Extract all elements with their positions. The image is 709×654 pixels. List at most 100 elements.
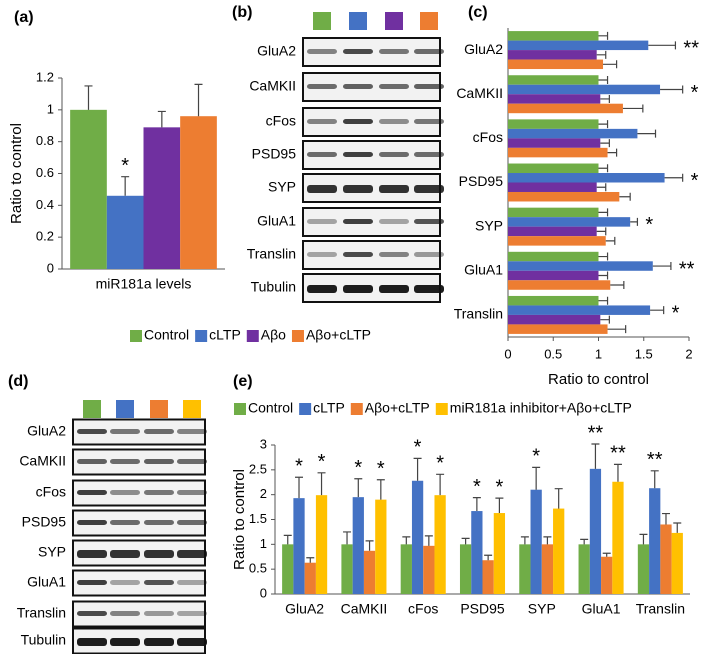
x-tick-label: Translin	[636, 601, 685, 617]
blot-band	[110, 490, 140, 495]
blot-band	[379, 49, 409, 54]
blot-label: Translin	[247, 246, 296, 262]
blot-label: Tubulin	[251, 279, 296, 295]
blot-band	[414, 84, 444, 89]
blot-label: CaMKII	[19, 453, 66, 469]
legend-label: Aβo+cLTP	[365, 400, 430, 416]
x-tick-label: 2	[685, 346, 692, 361]
significance-marker: **	[647, 449, 663, 471]
blot-band	[414, 119, 444, 124]
bar	[508, 119, 599, 129]
significance-marker: **	[683, 38, 699, 60]
blot-band	[379, 219, 409, 224]
error-bar	[596, 50, 607, 59]
y-tick-label: 1	[260, 536, 267, 551]
blot-band	[343, 119, 373, 124]
bar	[508, 138, 601, 148]
bar	[649, 488, 661, 594]
panel-label: (e)	[233, 373, 253, 390]
blot-band	[343, 219, 373, 224]
bar	[508, 147, 608, 158]
error-bar	[600, 315, 610, 324]
bar	[671, 532, 683, 594]
bar	[493, 513, 506, 594]
error-bar	[343, 531, 352, 545]
bar	[459, 544, 472, 594]
legend-swatch	[299, 403, 312, 415]
blot-label: PSD95	[252, 146, 297, 162]
error-bar	[598, 271, 609, 280]
error-bar	[650, 306, 665, 315]
bar	[578, 544, 590, 594]
error-bar	[622, 104, 644, 113]
blot-label: GluA2	[257, 43, 296, 59]
blot-label: Translin	[17, 605, 66, 621]
error-bar	[598, 75, 609, 84]
error-bar	[664, 173, 684, 182]
blot-band	[144, 459, 174, 464]
bar	[482, 560, 494, 594]
blot-label: Tubulin	[21, 632, 66, 648]
x-tick-label: cFos	[408, 601, 438, 617]
blot-label: GluA1	[27, 574, 66, 590]
error-bar	[602, 552, 611, 557]
bar	[352, 497, 364, 594]
bar	[508, 75, 599, 85]
y-axis-label: Ratio to control	[231, 469, 248, 570]
significance-marker: *	[354, 457, 362, 479]
error-bar	[495, 497, 504, 514]
legend-swatch	[246, 330, 259, 342]
error-bar	[520, 536, 529, 545]
y-tick-label: GluA2	[464, 41, 503, 57]
significance-marker: *	[377, 458, 385, 480]
lane-key	[116, 400, 134, 418]
blot-band	[77, 638, 107, 646]
blot-band	[77, 429, 107, 434]
blot-band	[379, 119, 409, 124]
x-tick-label: miR181a levels	[96, 276, 192, 292]
error-bar	[157, 110, 166, 128]
bar	[508, 270, 599, 281]
legend-swatch	[350, 403, 363, 415]
legend-swatch	[234, 403, 246, 415]
bar	[508, 324, 608, 334]
y-tick-label: 0	[47, 260, 54, 275]
significance-marker: *	[532, 446, 540, 468]
blot-band	[343, 152, 373, 157]
y-tick-label: 1.2	[36, 69, 54, 84]
bar	[530, 489, 542, 594]
significance-marker: *	[672, 302, 680, 324]
bar	[637, 544, 650, 594]
blot-band	[110, 611, 140, 616]
error-bar	[306, 557, 315, 563]
bar	[471, 511, 483, 594]
significance-marker: **	[610, 443, 626, 465]
lane-key	[385, 12, 403, 30]
blot-band	[414, 219, 444, 224]
error-bar	[472, 497, 481, 512]
error-bar	[603, 60, 618, 69]
blot-band	[379, 84, 409, 89]
error-bar	[610, 281, 625, 290]
y-tick-label: Translin	[454, 306, 503, 322]
blot-band	[379, 285, 409, 293]
error-bar	[652, 262, 672, 271]
bar	[508, 207, 599, 218]
y-tick-label: 2.5	[249, 461, 267, 476]
bar	[508, 314, 601, 325]
x-tick-label: 1	[595, 346, 602, 361]
blot-band	[110, 429, 140, 434]
significance-marker: *	[414, 437, 422, 459]
y-tick-label: 1.5	[249, 511, 267, 526]
y-tick-label: 0.6	[36, 165, 54, 180]
lane-key	[420, 12, 438, 30]
legend-swatch	[435, 403, 448, 415]
bar	[363, 550, 376, 594]
lane-key	[313, 12, 331, 30]
y-tick-label: 0	[260, 585, 267, 600]
bar	[508, 217, 631, 227]
y-tick-label: cFos	[473, 129, 503, 145]
bar	[341, 544, 353, 594]
bar	[293, 498, 305, 594]
significance-marker: *	[318, 451, 326, 473]
